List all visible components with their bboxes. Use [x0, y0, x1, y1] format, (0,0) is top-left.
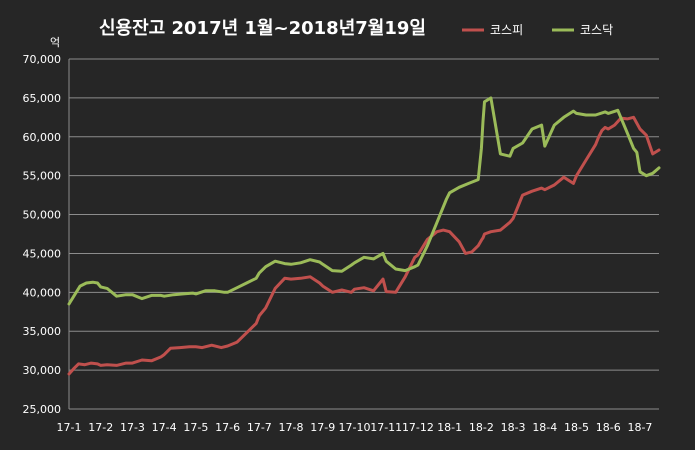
y-tick-label: 50,000: [23, 209, 62, 222]
x-tick-label: 18-1: [437, 421, 462, 434]
y-tick-label: 70,000: [23, 53, 62, 66]
y-tick-label: 55,000: [23, 170, 62, 183]
gridlines: [69, 58, 659, 410]
x-tick-label: 17-5: [183, 421, 208, 434]
x-tick-label: 17-8: [279, 421, 304, 434]
legend-label-1: 코스닥: [580, 23, 613, 37]
y-tick-label: 65,000: [23, 92, 62, 105]
y-tick-label: 45,000: [23, 247, 62, 260]
y-tick-label: 35,000: [23, 325, 62, 338]
x-tick-label: 17-9: [310, 421, 335, 434]
x-tick-label: 17-7: [247, 421, 272, 434]
y-tick-label: 40,000: [23, 286, 62, 299]
x-tick-label: 18-7: [627, 421, 652, 434]
y-unit-label: 억: [50, 36, 60, 49]
x-tick-label: 17-11: [370, 421, 402, 434]
x-tick-label: 17-6: [215, 421, 240, 434]
chart-title: 신용잔고 2017년 1월~2018년7월19일: [99, 18, 426, 39]
y-tick-label: 60,000: [23, 131, 62, 144]
legend-label-0: 코스피: [490, 23, 523, 37]
x-tick-label: 18-4: [532, 421, 557, 434]
x-tick-label: 17-2: [88, 421, 113, 434]
x-tick-label: 18-6: [596, 421, 621, 434]
y-tick-label: 25,000: [23, 403, 62, 416]
x-tick-label: 17-1: [57, 421, 82, 434]
series-line-1: [67, 96, 661, 306]
x-tick-label: 17-4: [152, 421, 177, 434]
x-tick-label: 18-3: [501, 421, 526, 434]
x-tick-label: 17-3: [120, 421, 145, 434]
x-tick-label: 18-5: [564, 421, 589, 434]
x-tick-label: 17-12: [402, 421, 434, 434]
series-line-0: [67, 115, 661, 376]
series-lines: [67, 96, 661, 376]
y-tick-label: 30,000: [23, 364, 62, 377]
legend: 코스피 코스닥: [462, 23, 613, 37]
x-tick-label: 18-2: [469, 421, 494, 434]
axes: 25,000 30,000 35,000 40,000 45,000 50,000 55,0…: [23, 53, 659, 434]
x-tick-label: 17-10: [338, 421, 370, 434]
